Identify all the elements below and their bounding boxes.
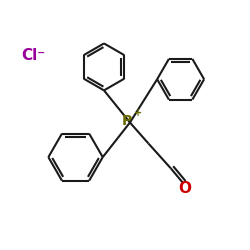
Text: O: O <box>178 181 191 196</box>
Text: P: P <box>122 114 132 128</box>
Text: +: + <box>134 108 142 118</box>
Text: Cl⁻: Cl⁻ <box>22 48 46 63</box>
